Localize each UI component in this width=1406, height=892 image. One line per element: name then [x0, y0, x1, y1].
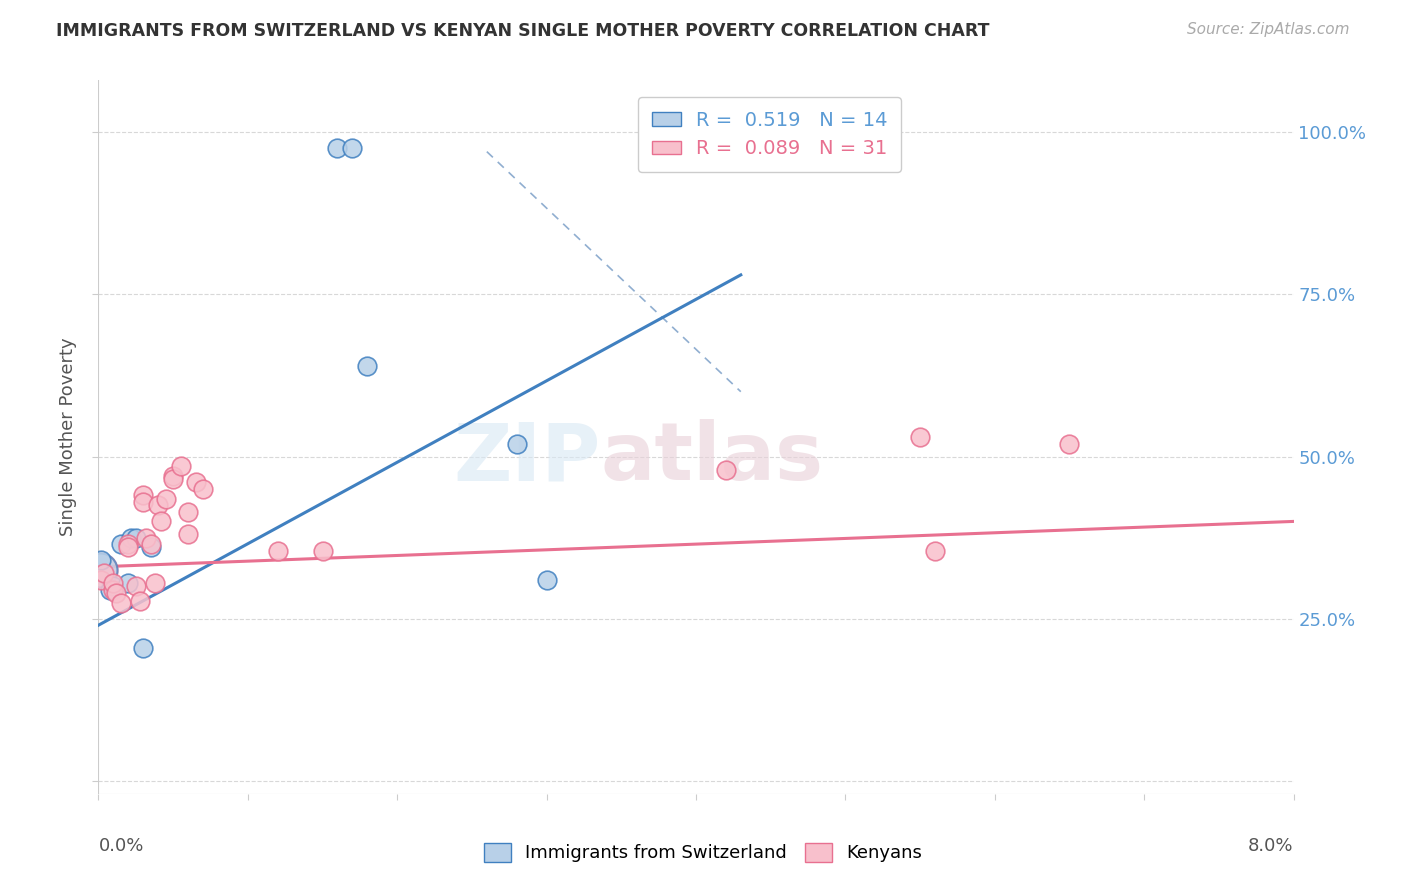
Legend: Immigrants from Switzerland, Kenyans: Immigrants from Switzerland, Kenyans: [477, 836, 929, 870]
Point: [924, 543, 946, 558]
Text: 8.0%: 8.0%: [1249, 837, 1294, 855]
Point: [135, 531, 157, 545]
Point: [110, 537, 132, 551]
Point: [139, 537, 162, 551]
Point: [536, 573, 558, 587]
Point: [117, 576, 139, 591]
Point: [143, 576, 166, 591]
Point: [162, 472, 184, 486]
Point: [169, 459, 191, 474]
Text: atlas: atlas: [600, 419, 824, 498]
Text: Source: ZipAtlas.com: Source: ZipAtlas.com: [1187, 22, 1350, 37]
Point: [120, 531, 142, 545]
Point: [132, 495, 155, 509]
Point: [103, 582, 125, 597]
Point: [150, 515, 173, 529]
Point: [162, 469, 184, 483]
Text: ZIP: ZIP: [453, 419, 600, 498]
Point: [89, 563, 111, 577]
Point: [148, 498, 170, 512]
Point: [506, 436, 529, 450]
Point: [103, 579, 125, 593]
Point: [125, 531, 148, 545]
Point: [184, 475, 207, 490]
Point: [103, 576, 125, 591]
Point: [132, 640, 155, 655]
Point: [342, 141, 364, 155]
Point: [714, 462, 737, 476]
Point: [125, 579, 148, 593]
Point: [117, 541, 139, 555]
Point: [129, 593, 152, 607]
Point: [155, 491, 177, 506]
Point: [326, 141, 349, 155]
Text: 0.0%: 0.0%: [98, 837, 143, 855]
Point: [177, 527, 200, 541]
Point: [356, 359, 378, 373]
Point: [267, 543, 290, 558]
Text: IMMIGRANTS FROM SWITZERLAND VS KENYAN SINGLE MOTHER POVERTY CORRELATION CHART: IMMIGRANTS FROM SWITZERLAND VS KENYAN SI…: [56, 22, 990, 40]
Point: [177, 505, 200, 519]
Point: [90, 553, 112, 567]
Y-axis label: Single Mother Poverty: Single Mother Poverty: [59, 338, 77, 536]
Point: [89, 563, 111, 577]
Point: [311, 543, 333, 558]
Point: [132, 488, 155, 502]
Point: [110, 595, 132, 609]
Point: [90, 573, 112, 587]
Point: [117, 537, 139, 551]
Point: [139, 541, 162, 555]
Point: [1059, 436, 1081, 450]
Point: [105, 586, 128, 600]
Legend: R =  0.519   N = 14, R =  0.089   N = 31: R = 0.519 N = 14, R = 0.089 N = 31: [638, 97, 901, 172]
Point: [908, 430, 931, 444]
Point: [93, 566, 115, 581]
Point: [191, 482, 214, 496]
Point: [98, 582, 122, 597]
